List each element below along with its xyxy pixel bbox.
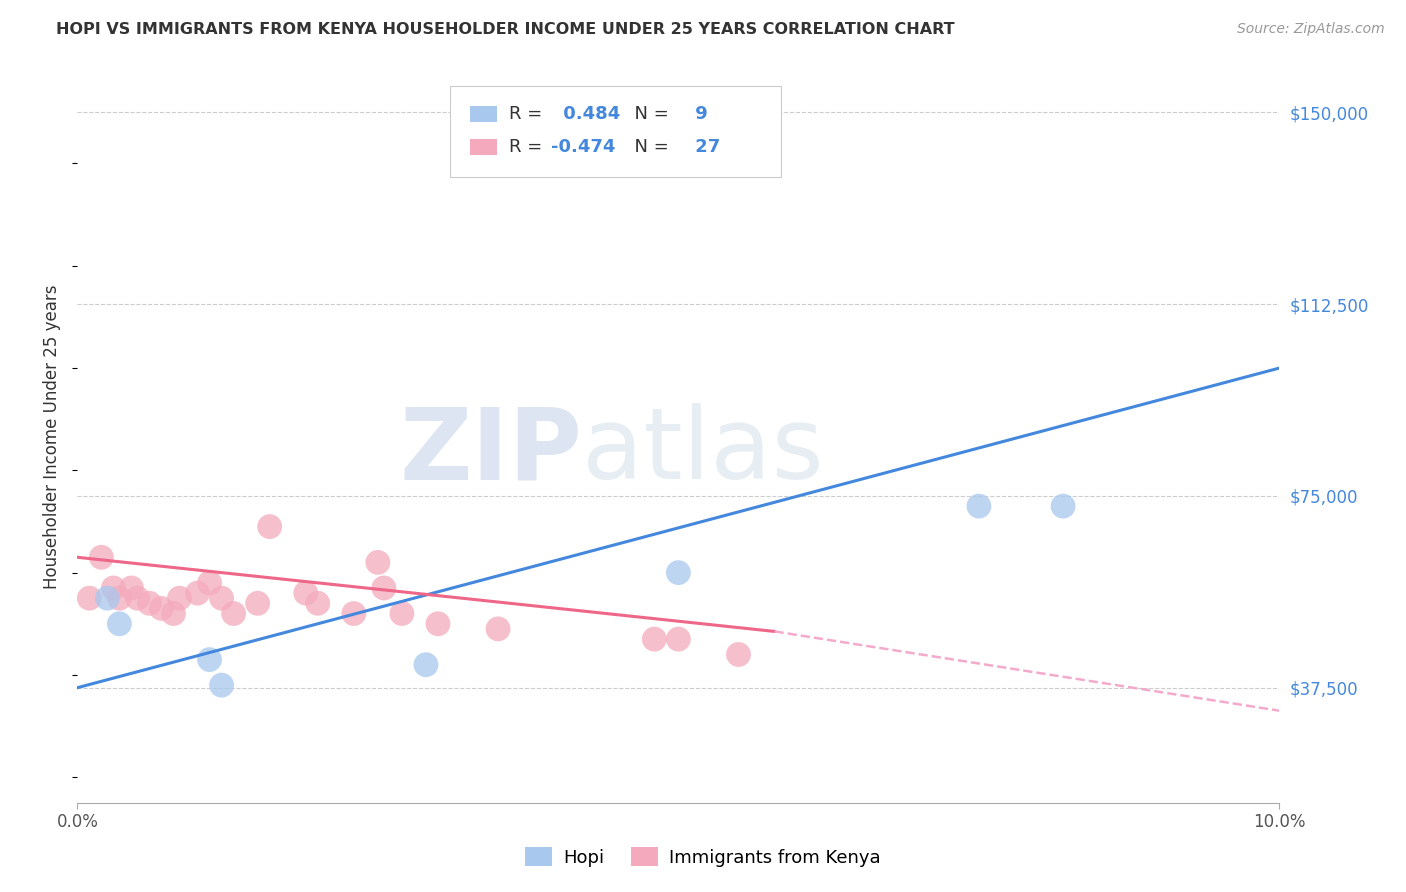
Text: R =: R = [509, 137, 543, 156]
Text: R =: R = [509, 104, 543, 123]
Y-axis label: Householder Income Under 25 years: Householder Income Under 25 years [44, 285, 62, 590]
FancyBboxPatch shape [471, 106, 496, 122]
Point [1052, 499, 1074, 513]
Point [79, 591, 101, 606]
FancyBboxPatch shape [450, 86, 780, 178]
Point [138, 596, 160, 610]
Point [727, 648, 749, 662]
Text: HOPI VS IMMIGRANTS FROM KENYA HOUSEHOLDER INCOME UNDER 25 YEARS CORRELATION CHAR: HOPI VS IMMIGRANTS FROM KENYA HOUSEHOLDE… [56, 22, 955, 37]
Point [294, 586, 316, 600]
Point [127, 591, 149, 606]
Point [198, 652, 221, 666]
Point [246, 596, 269, 610]
Point [187, 586, 209, 600]
Point [162, 607, 184, 621]
Text: 27: 27 [689, 137, 720, 156]
Point [108, 616, 131, 631]
Point [643, 632, 665, 647]
Point [415, 657, 437, 672]
Legend: Hopi, Immigrants from Kenya: Hopi, Immigrants from Kenya [517, 840, 889, 874]
Text: N =: N = [623, 104, 669, 123]
Point [367, 555, 389, 569]
Point [668, 566, 690, 580]
Point [150, 601, 173, 615]
Text: -0.474: -0.474 [551, 137, 616, 156]
Point [486, 622, 509, 636]
Point [391, 607, 413, 621]
Point [90, 550, 112, 565]
Point [108, 591, 131, 606]
Point [343, 607, 366, 621]
Point [120, 581, 142, 595]
Point [211, 678, 233, 692]
Point [967, 499, 990, 513]
Point [668, 632, 690, 647]
Point [307, 596, 329, 610]
Text: 0.484: 0.484 [557, 104, 620, 123]
FancyBboxPatch shape [471, 138, 496, 154]
Point [373, 581, 395, 595]
Point [198, 575, 221, 590]
Point [427, 616, 450, 631]
Text: atlas: atlas [582, 403, 824, 500]
Point [631, 115, 654, 129]
Text: 9: 9 [689, 104, 709, 123]
Point [222, 607, 245, 621]
Point [96, 591, 118, 606]
Point [211, 591, 233, 606]
Point [103, 581, 125, 595]
Text: Source: ZipAtlas.com: Source: ZipAtlas.com [1237, 22, 1385, 37]
Point [169, 591, 191, 606]
Text: ZIP: ZIP [399, 403, 582, 500]
Point [259, 519, 281, 533]
Text: N =: N = [623, 137, 669, 156]
